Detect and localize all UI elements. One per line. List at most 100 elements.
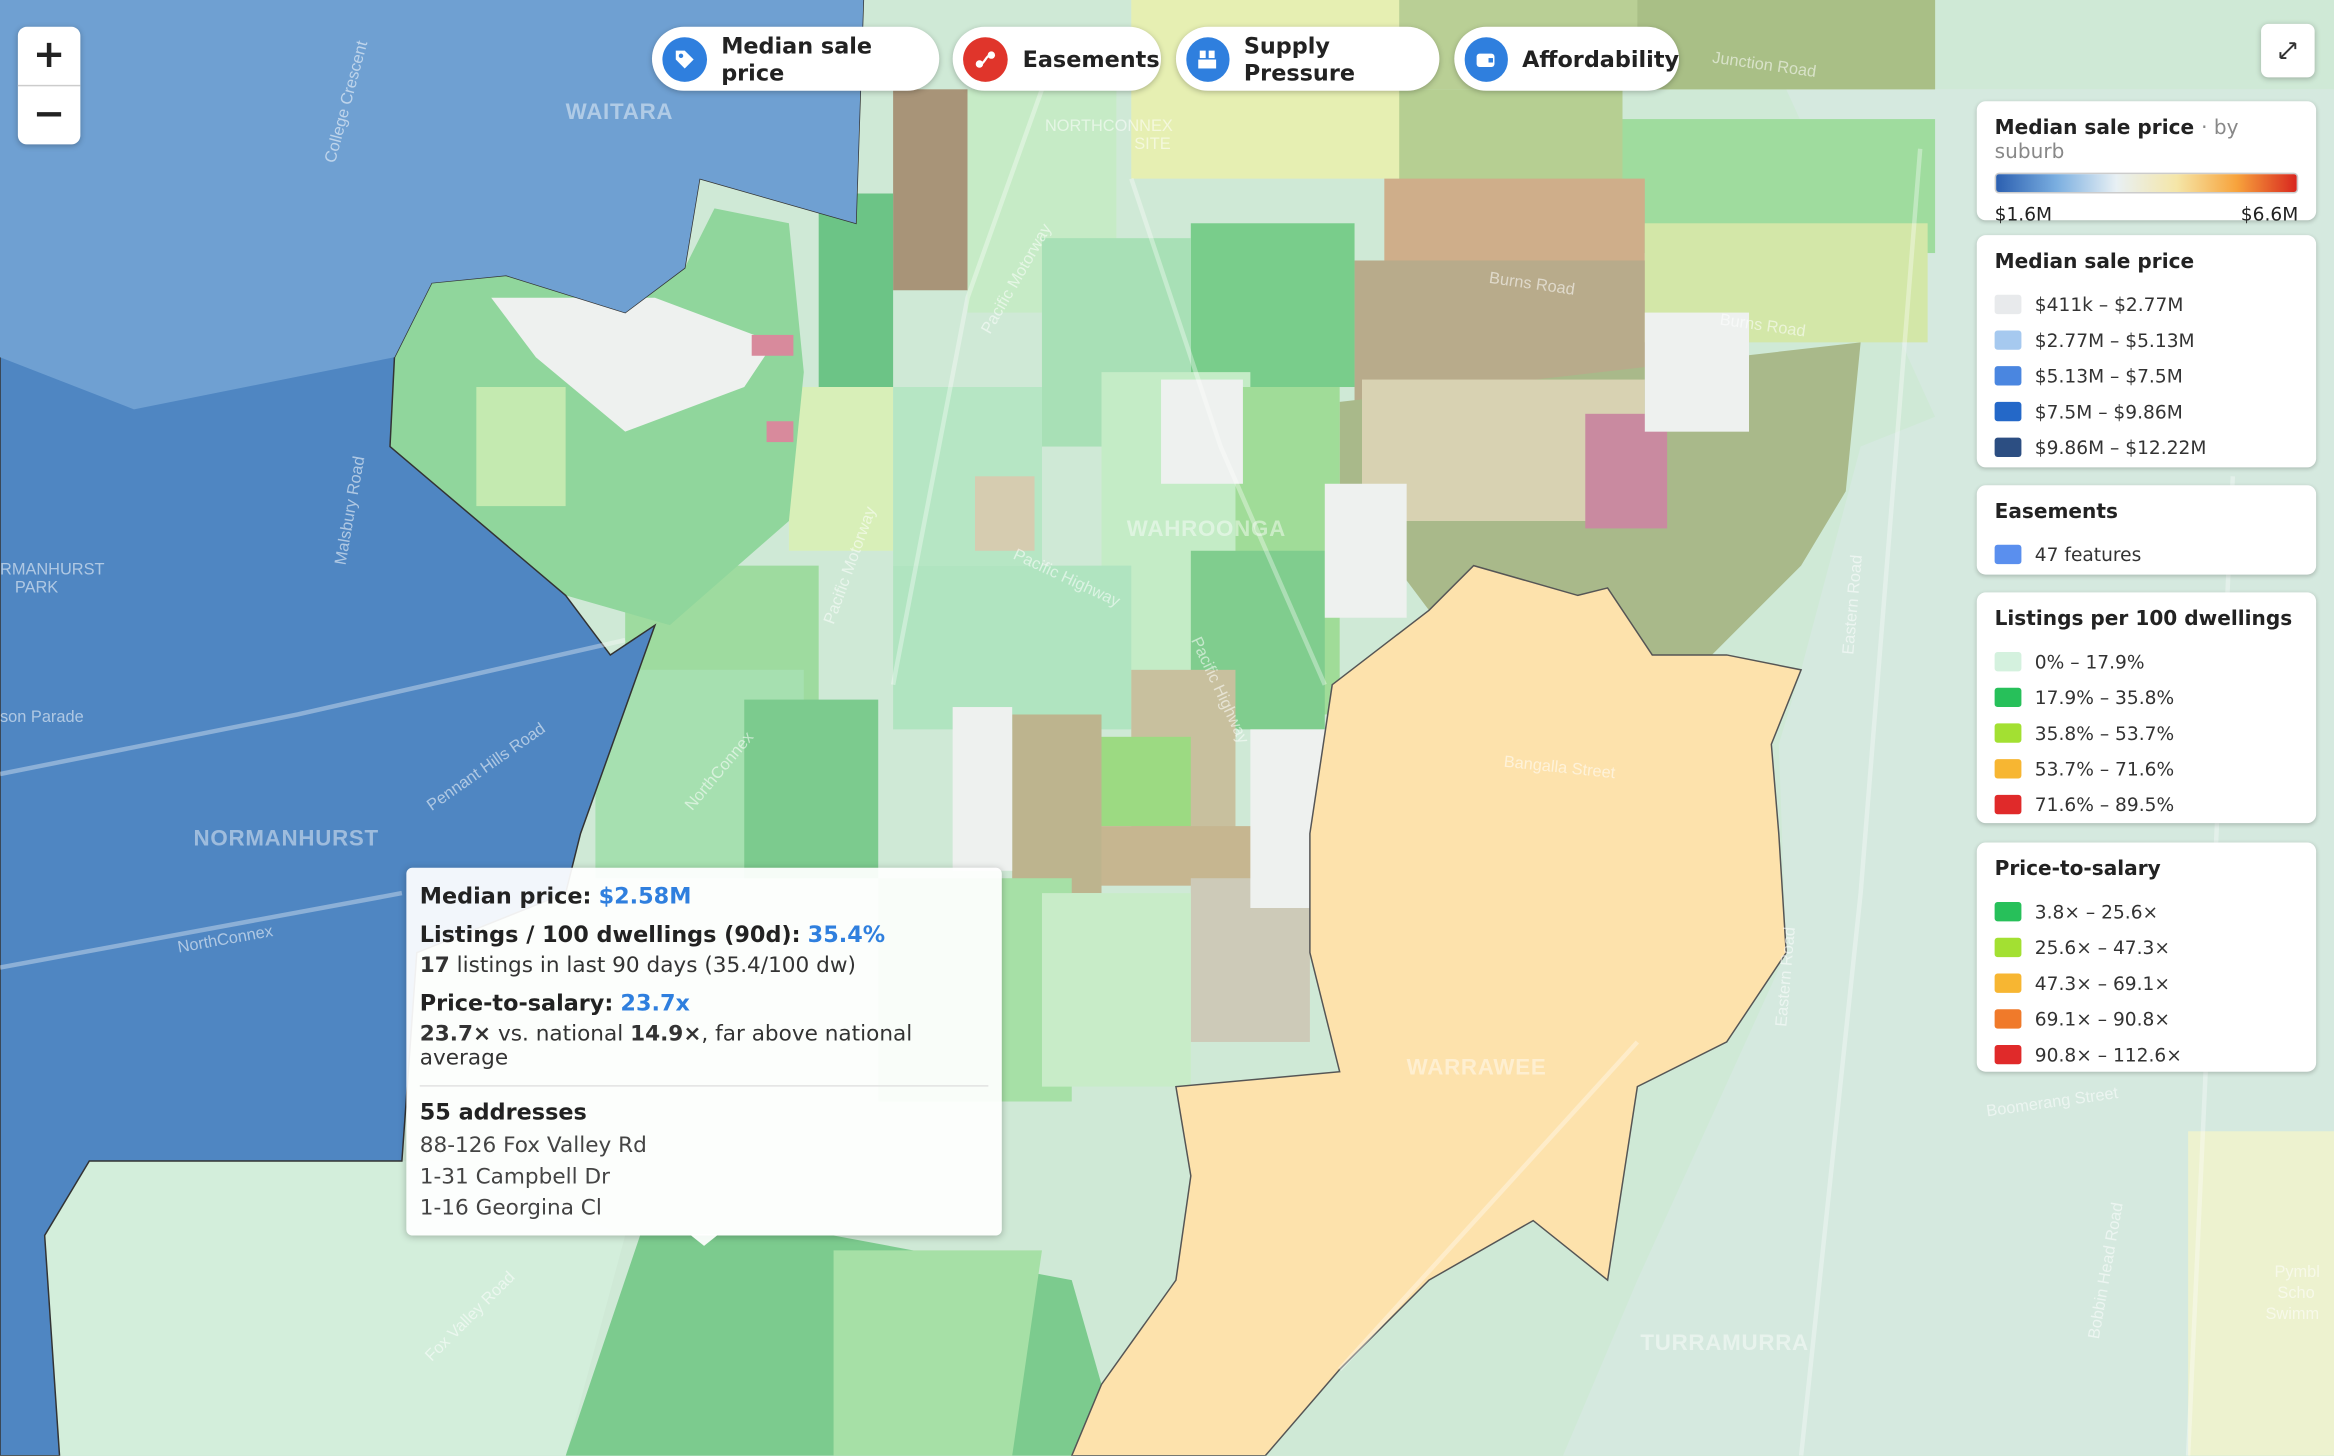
place-label: Swimm [2266,1305,2320,1323]
layer-button[interactable]: Supply Pressure [1175,26,1440,91]
tooltip-row: Price-to-salary: 23.7x [420,990,989,1017]
wallet-icon-part [1488,57,1494,62]
ratio: 23.7× [419,1022,492,1047]
legend-label: 3.8× – 25.6× [2034,899,2159,923]
legend-subtitle: · by suburb [1994,116,2239,164]
suburb-regions-part [893,89,968,291]
route-icon [975,50,996,67]
address: 1-31 Campbell Dr [419,1165,610,1190]
swatch [1994,972,2022,993]
legend-item: $411k – $2.77M [1994,286,2299,322]
expand-icon [2279,42,2297,60]
road-lines-part [1129,177,1327,686]
tooltip-value: 23.7x [620,989,690,1017]
note-text: vs. national [497,1022,624,1047]
legend-item: $9.86M – $12.22M [1994,429,2299,465]
boxes-icon-part [1200,49,1207,58]
legend-item: 90.8× – 112.6× [1994,1036,2299,1072]
suburb-regions-part [1101,736,1191,827]
road-lines-part [1338,1040,1640,1371]
address: 88-126 Fox Valley Rd [419,1134,647,1159]
swatch [1994,544,2022,564]
route-icon-part [979,53,992,65]
layer-button[interactable]: Median sale price [651,26,940,91]
layer-button[interactable]: Easements [952,26,1162,91]
suburb-regions-part [818,193,894,388]
gradient-min: $1.6M [1994,202,2053,225]
legend-item: 17.9% – 35.8% [1994,679,2299,715]
swatch [1994,436,2022,457]
panel-title: Price-to-salary [1994,857,2161,882]
legend-gradient: Median sale price · by suburb $1.6M $6.6M [1976,101,2317,225]
tooltip-row: 55 addresses [420,1099,989,1126]
swatch [1994,1044,2022,1064]
legend-panel: Price-to-salary 3.8× – 25.6× 25.6× – 47.… [1976,842,2317,1072]
legend-item: 3.8× – 25.6× [1994,893,2299,929]
tooltip-note: 23.7× vs. national 14.9×, far above nati… [420,1023,989,1071]
suburb-regions-part [833,1250,1042,1456]
park-label: PARK [15,578,58,596]
suburb-regions-part [389,208,804,626]
suburb-regions-part [766,421,794,443]
suburb-regions-part [751,334,794,356]
suburb-regions-part [1190,223,1355,388]
layer-icon [963,36,1008,82]
boxes-icon-part [1209,49,1216,58]
swatch [1994,794,2022,814]
tooltip-row: Median price: $2.58M [420,883,989,910]
route-icon-part [975,59,984,67]
road-lines-part [0,890,403,970]
suburb-label: WAHROONGA [1127,516,1286,541]
legend-label: $411k – $2.77M [2034,292,2184,315]
legend-item: 47.3× – 69.1× [1994,965,2299,1001]
road-lines-part [0,637,626,777]
road-lines [0,88,2236,1456]
tooltip-pointer-part [689,1233,719,1246]
legend-panel: Listings per 100 dwellings 0% – 17.9% 17… [1976,592,2317,824]
road-lines-part [1798,148,1923,1456]
legend-item: $2.77M – $5.13M [1994,322,2299,358]
gradient-range: $1.6M $6.6M [1995,202,2299,224]
legend-item: 0% – 17.9% [1994,643,2299,679]
panel-title: Median sale price [1994,250,2195,274]
boxes-icon [1198,49,1217,68]
suburb-regions-part [744,699,879,879]
legend-label: 90.8× – 112.6× [2034,1042,2182,1066]
legend-label: 25.6× – 47.3× [2034,935,2170,958]
legend-label: $7.5M – $9.86M [2034,399,2183,422]
layer-icon [662,36,707,82]
legend-panel: Easements 47 features [1976,485,2317,575]
legend-label: $2.77M – $5.13M [2034,328,2195,351]
layer-button[interactable]: Affordability [1454,26,1680,91]
suburb-regions-part [1012,714,1102,894]
panel-title: Listings per 100 dwellings [1994,607,2293,632]
suburb-regions-part [1637,0,1936,90]
warrawee-region-part [1070,564,1803,1456]
legend-item: 53.7% – 71.6% [1994,750,2299,786]
zoom-out-button[interactable]: − [17,84,81,145]
legend-item: $5.13M – $7.5M [1994,357,2299,393]
swatch [1994,722,2022,743]
zoom-in-button[interactable]: + [32,32,66,78]
wallet-icon-part [1477,52,1495,67]
gradient-bar [1994,172,2299,194]
legend-label: 53.7% – 71.6% [2034,756,2175,780]
suburb-regions-part [952,707,1013,871]
legend-item: 25.6× – 47.3× [1994,929,2299,965]
site-label: NORTHCONNEX [1045,117,1173,135]
suburb-regions-part [974,476,1035,551]
route-icon-part [987,50,996,59]
waitara-normanhurst-region-part [0,0,864,410]
legend-item: 35.8% – 53.7% [1994,714,2299,750]
legend-item: $7.5M – $9.86M [1994,393,2299,429]
tooltip-label: Price-to-salary: [419,989,614,1017]
tooltip-value: 35.4% [807,921,886,949]
layer-label: Median sale price [721,32,873,86]
park-label: RMANHURST [0,561,105,579]
swatch [1994,901,2022,921]
swatch [1994,293,2022,314]
suburb-regions-part [1324,483,1407,618]
tooltip-note: 17 listings in last 90 days (35.4/100 dw… [420,954,989,978]
layer-icon [1464,36,1508,82]
fullscreen-button[interactable] [2261,23,2315,78]
